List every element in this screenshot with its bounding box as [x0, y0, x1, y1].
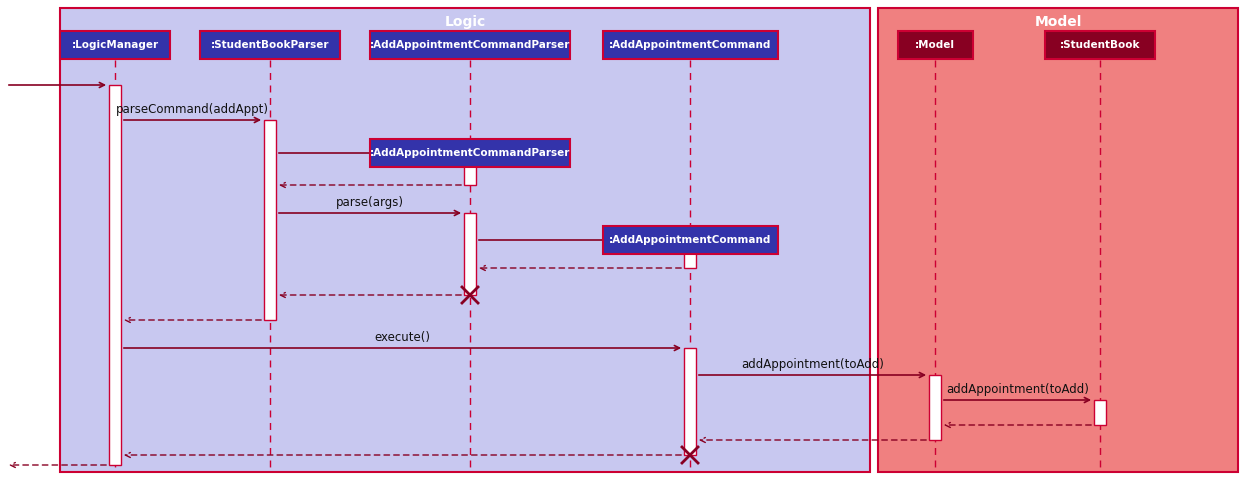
Text: :StudentBook: :StudentBook [1060, 40, 1140, 50]
Bar [464, 213, 477, 295]
Bar [370, 31, 570, 59]
Text: :StudentBookParser: :StudentBookParser [211, 40, 329, 50]
Text: :AddAppointmentCommandParser: :AddAppointmentCommandParser [370, 148, 570, 158]
Bar [370, 139, 570, 167]
Bar [684, 348, 696, 455]
Text: Model: Model [1034, 15, 1082, 29]
Bar [602, 226, 778, 254]
Text: addAppointment(toAdd): addAppointment(toAdd) [946, 383, 1088, 396]
Text: addAppointment(toAdd): addAppointment(toAdd) [741, 358, 884, 371]
Text: :AddAppointmentCommandParser: :AddAppointmentCommandParser [370, 40, 570, 50]
Bar [1045, 31, 1155, 59]
Bar [602, 31, 778, 59]
Bar [60, 8, 870, 472]
Bar [464, 153, 477, 185]
Text: execute(): execute() [375, 331, 431, 344]
Text: :LogicManager: :LogicManager [72, 40, 159, 50]
Bar [877, 8, 1239, 472]
Text: :AddAppointmentCommand: :AddAppointmentCommand [609, 40, 771, 50]
Text: parse(args): parse(args) [336, 196, 405, 209]
Bar [897, 31, 973, 59]
Bar [684, 240, 696, 268]
Text: :Model: :Model [915, 40, 956, 50]
Bar [264, 120, 276, 320]
Text: parseCommand(addAppt): parseCommand(addAppt) [115, 103, 269, 116]
Bar [109, 85, 122, 465]
Bar [930, 375, 941, 440]
Text: :AddAppointmentCommand: :AddAppointmentCommand [609, 235, 771, 245]
Bar [60, 31, 170, 59]
Bar [1095, 400, 1106, 425]
Text: Logic: Logic [444, 15, 485, 29]
Bar [200, 31, 340, 59]
